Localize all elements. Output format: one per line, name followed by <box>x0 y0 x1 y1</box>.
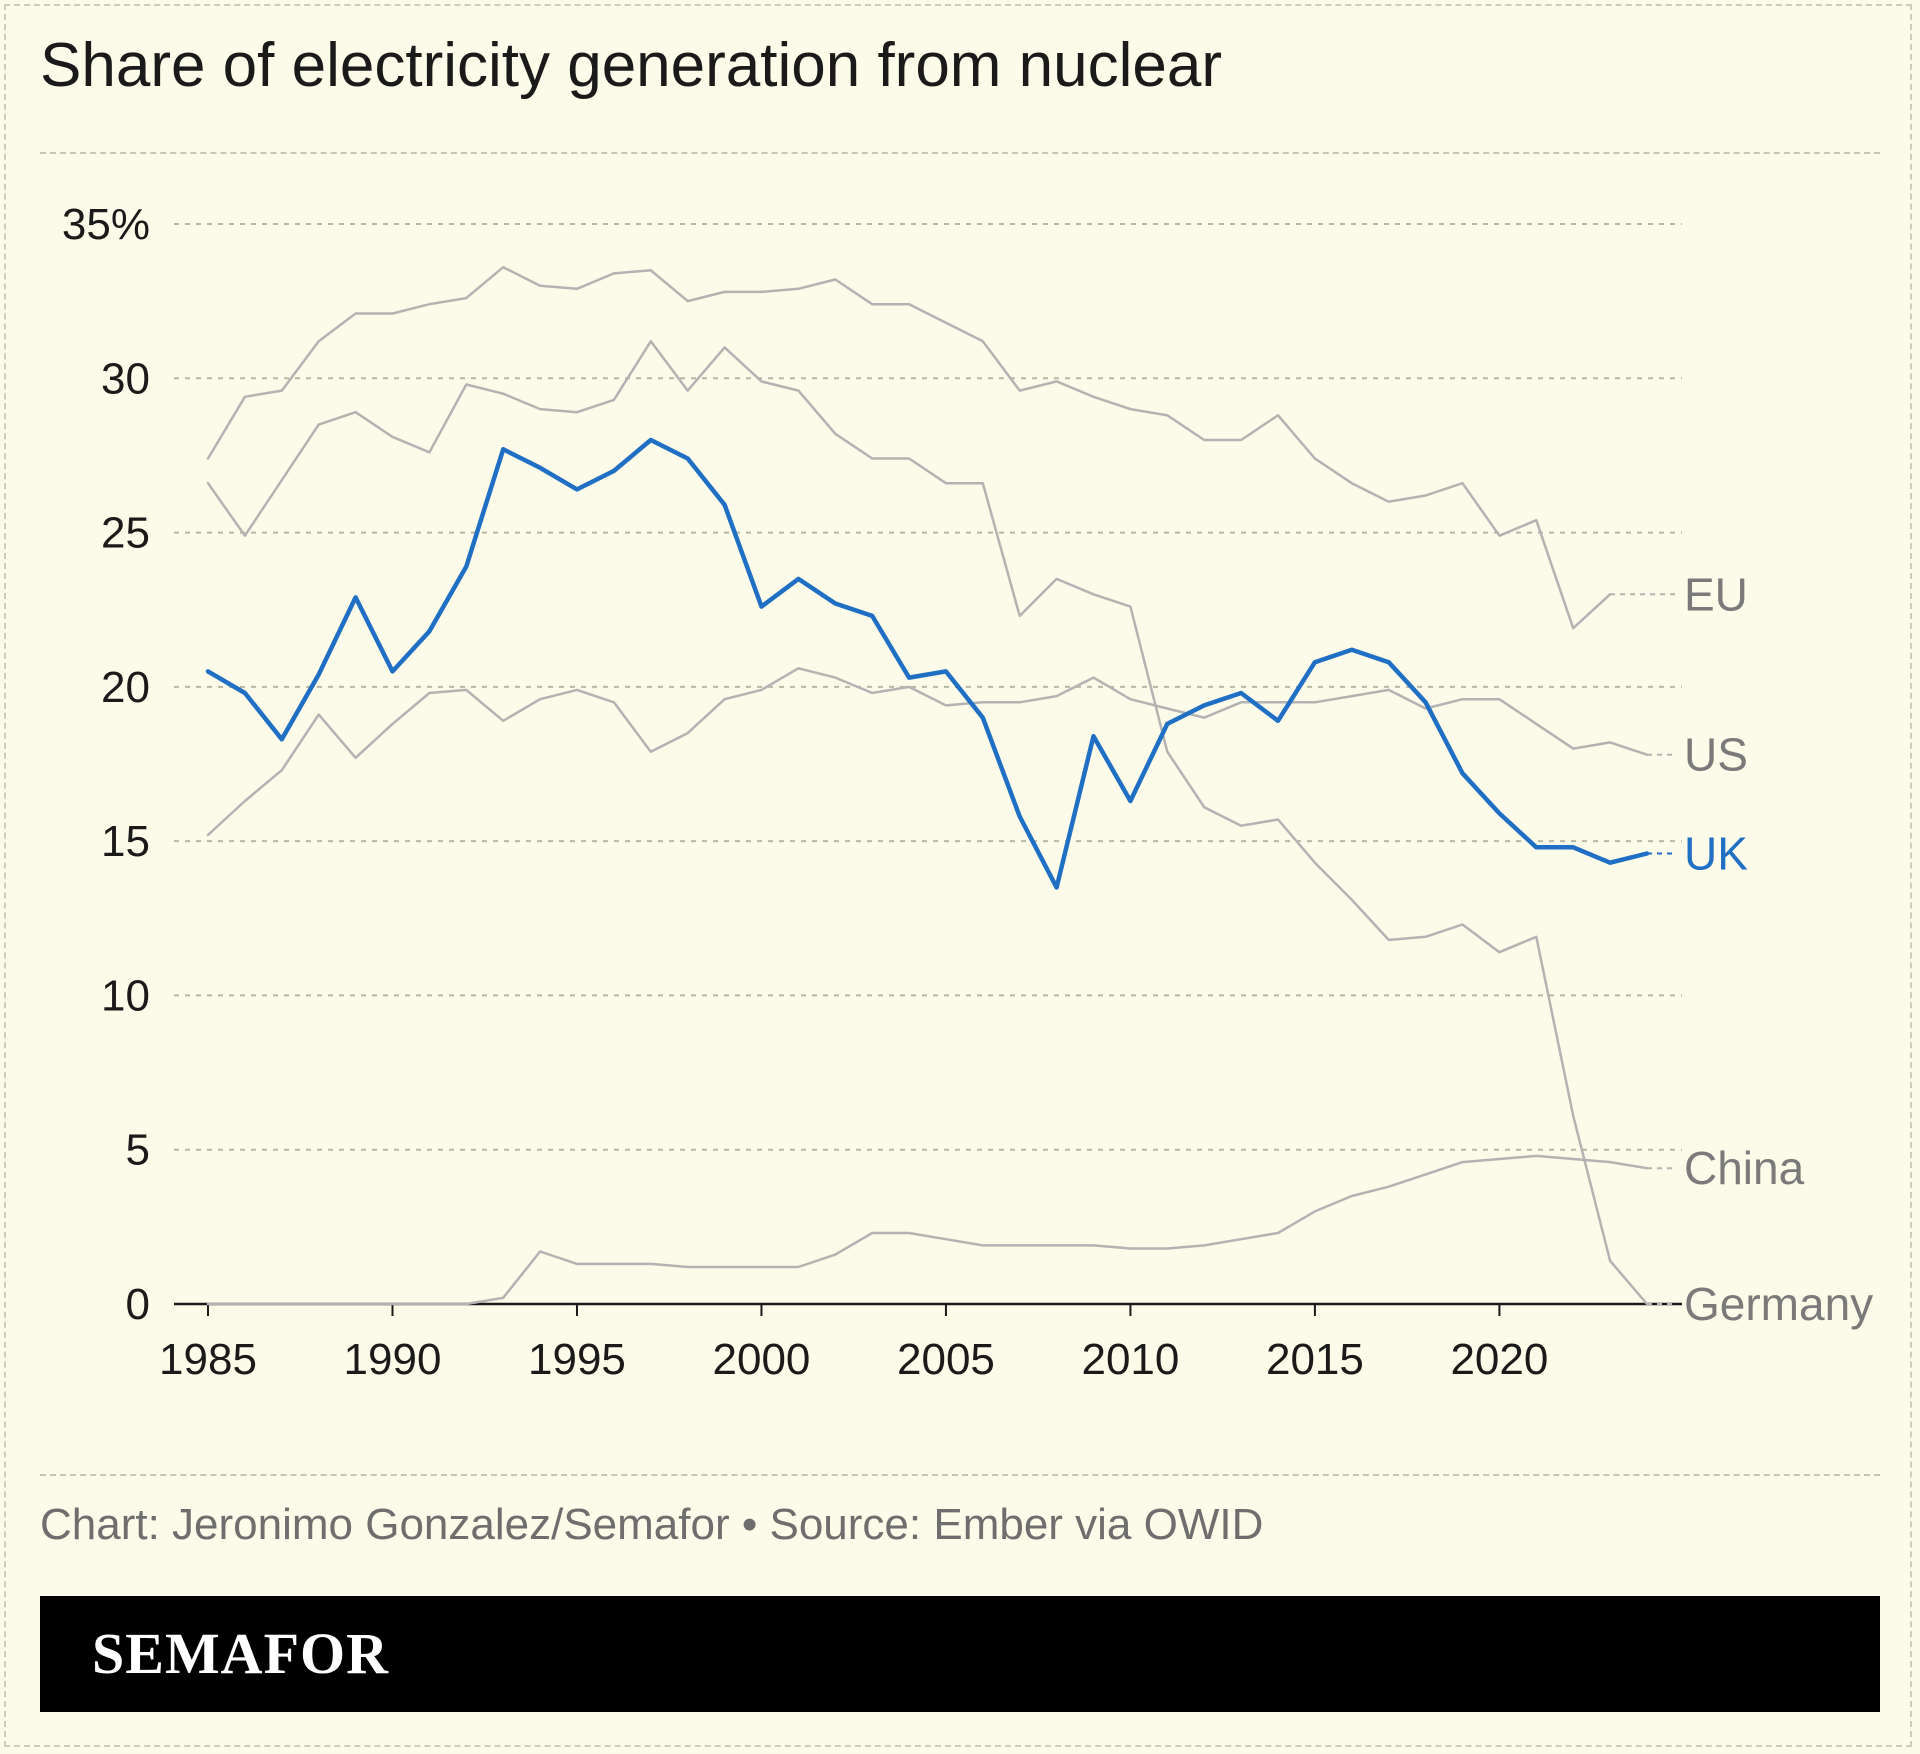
chart-title: Share of electricity generation from nuc… <box>40 31 1223 100</box>
x-tick-label: 1995 <box>528 1335 626 1384</box>
x-tick-label: 2000 <box>713 1335 811 1384</box>
y-tick-label: 30 <box>101 354 150 403</box>
series-line-china <box>206 1154 1649 1306</box>
axes: 0 5 10 15 20 25 30 35% 1985 1990 1995 2000 2005 2010 2… <box>62 200 1682 1384</box>
y-tick-label: 0 <box>126 1280 150 1329</box>
series-line-us <box>206 667 1649 837</box>
series-label-us: US <box>1684 729 1748 781</box>
series-labels: EU US China Germany UK <box>1610 568 1873 1330</box>
semafor-logo: SEMAFOR <box>92 1621 389 1686</box>
y-tick-label: 35% <box>62 200 150 249</box>
y-tick-label: 10 <box>101 971 150 1020</box>
y-tick-label: 15 <box>101 817 150 866</box>
bottom-divider <box>40 1474 1880 1476</box>
top-divider <box>40 152 1880 154</box>
source-credit: Chart: Jeronimo Gonzalez/Semafor • Sourc… <box>40 1500 1264 1549</box>
series-label-eu: EU <box>1684 568 1748 620</box>
x-tick-label: 2020 <box>1450 1335 1548 1384</box>
series-line-eu <box>206 265 1612 630</box>
x-tick-label: 2015 <box>1266 1335 1364 1384</box>
series-label-uk: UK <box>1684 827 1748 879</box>
x-tick-label: 2005 <box>897 1335 995 1384</box>
x-tick-label: 2010 <box>1081 1335 1179 1384</box>
series-label-germany: Germany <box>1684 1278 1873 1330</box>
y-tick-label: 25 <box>101 509 150 558</box>
x-tick-label: 1985 <box>159 1335 257 1384</box>
x-tick-label: 1990 <box>344 1335 442 1384</box>
series-label-china: China <box>1684 1142 1805 1194</box>
series-line-uk <box>205 437 1650 890</box>
y-tick-label: 20 <box>101 663 150 712</box>
chart-frame <box>4 4 1912 1747</box>
brand-bar: SEMAFOR <box>40 1596 1880 1712</box>
gridlines <box>174 223 1682 1151</box>
series-line-germany <box>206 340 1649 1306</box>
series-lines <box>205 265 1650 1306</box>
y-tick-label: 5 <box>126 1126 150 1175</box>
